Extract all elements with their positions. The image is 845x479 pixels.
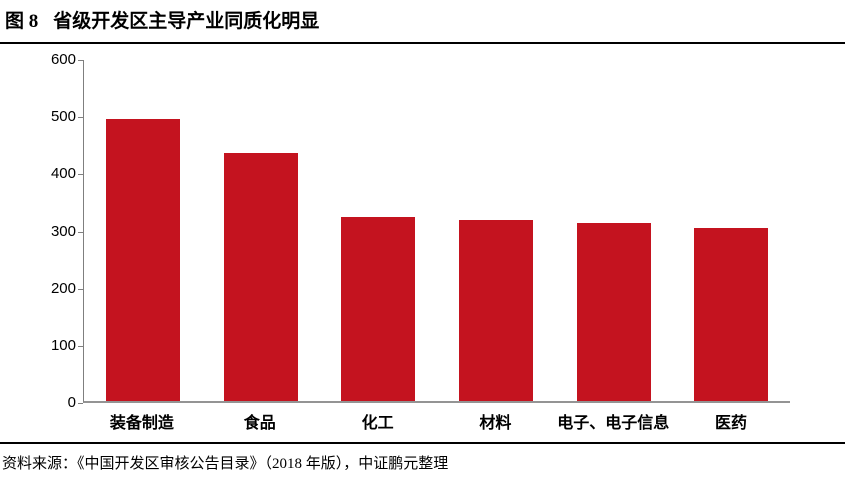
bar-group bbox=[672, 60, 790, 401]
source-note: 资料来源：《中国开发区审核公告目录》（2018 年版），中证鹏元整理 bbox=[2, 456, 449, 472]
figure-number: 图 8 bbox=[5, 11, 39, 32]
bottom-rule bbox=[0, 442, 845, 444]
bar-食品 bbox=[223, 152, 298, 401]
x-axis-label: 化工 bbox=[361, 415, 394, 432]
bar-group bbox=[202, 60, 320, 401]
y-tick-label: 600 bbox=[50, 51, 76, 68]
bar-group bbox=[84, 60, 202, 401]
y-tick-label: 200 bbox=[50, 279, 76, 297]
x-axis-label: 食品 bbox=[243, 415, 276, 432]
x-axis-label: 电子、电子信息 bbox=[557, 415, 670, 432]
y-tick-label: 400 bbox=[50, 165, 76, 183]
bar-chart-plot-area bbox=[83, 60, 790, 403]
bar-group bbox=[555, 60, 673, 401]
bar-电子、电子信息 bbox=[576, 223, 651, 401]
bar-医药 bbox=[694, 227, 769, 401]
x-axis-labels: 装备制造 食品 化工 材料 电子、电子信息 医药 bbox=[83, 409, 790, 433]
y-tick-mark bbox=[78, 403, 83, 404]
figure-title: 省级开发区主导产业同质化明显 bbox=[53, 11, 320, 32]
bar-化工 bbox=[341, 216, 416, 401]
x-axis-label: 装备制造 bbox=[109, 415, 174, 432]
figure-header: 图 8 省级开发区主导产业同质化明显 bbox=[5, 6, 319, 33]
bar-group bbox=[437, 60, 555, 401]
bar-材料 bbox=[458, 220, 533, 401]
bars bbox=[84, 60, 790, 401]
x-axis-label: 医药 bbox=[715, 415, 748, 432]
bar-装备制造 bbox=[105, 119, 180, 401]
y-tick-label: 100 bbox=[50, 336, 76, 354]
y-tick-label: 0 bbox=[67, 394, 76, 411]
bar-group bbox=[319, 60, 437, 401]
x-axis-label: 材料 bbox=[479, 415, 512, 432]
y-tick-label: 500 bbox=[50, 108, 76, 126]
y-tick-label: 300 bbox=[50, 222, 76, 240]
top-rule bbox=[0, 42, 845, 44]
